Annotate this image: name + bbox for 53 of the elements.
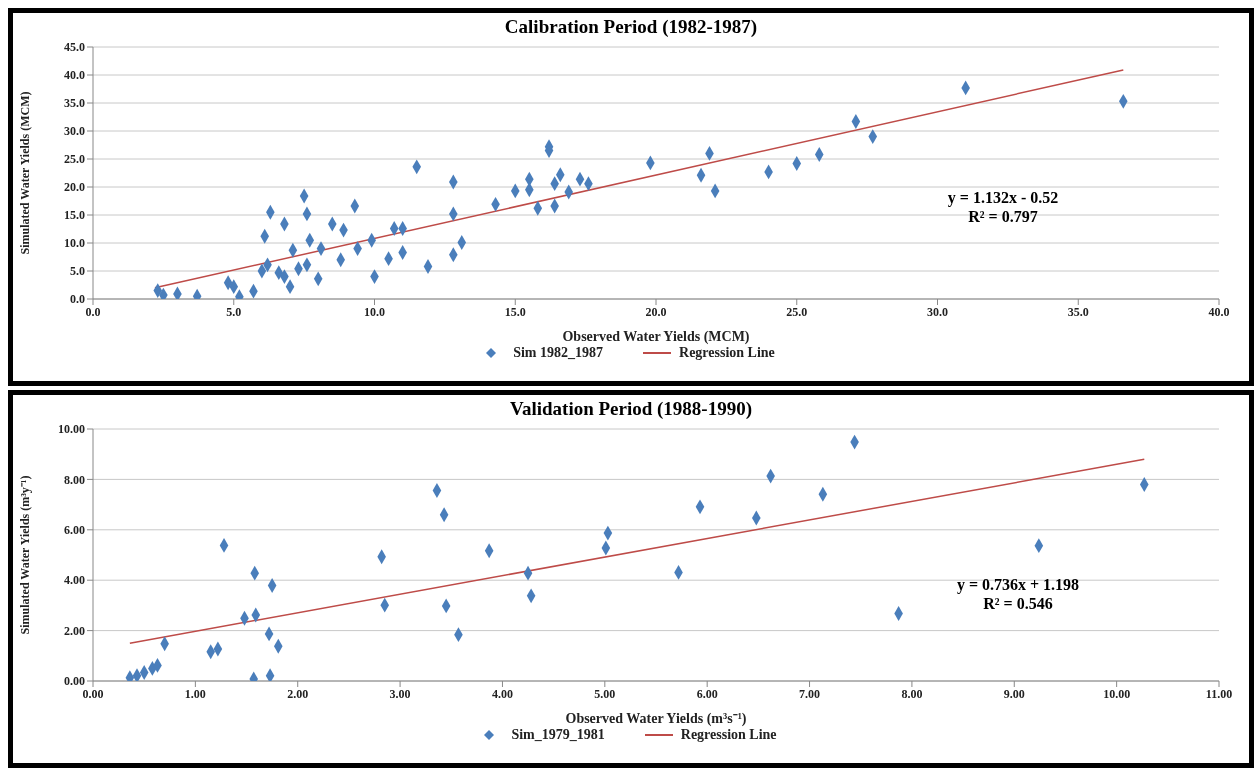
- x-tick-label: 10.00: [1103, 686, 1131, 701]
- x-tick-label: 9.00: [1003, 686, 1025, 701]
- x-axis-title: Observed Water Yields (m³s⁻¹): [565, 711, 747, 727]
- x-tick-label: 5.00: [594, 686, 616, 701]
- x-tick-label: 6.00: [696, 686, 718, 701]
- x-tick-label: 0.0: [85, 304, 101, 319]
- y-tick-label: 35.0: [64, 96, 85, 111]
- y-tick-label: 0.0: [70, 292, 85, 307]
- x-axis-title: Observed Water Yields (MCM): [562, 329, 750, 345]
- y-tick-label: 2.00: [64, 623, 85, 638]
- y-axis-title: Simulated Water Yields (MCM): [18, 91, 33, 255]
- y-tick-label: 5.0: [70, 264, 85, 279]
- y-tick-label: 40.0: [64, 68, 85, 83]
- y-tick-label: 45.0: [64, 40, 85, 55]
- legend-label: Sim 1982_1987: [512, 345, 604, 361]
- annotation: R² = 0.546: [982, 594, 1054, 613]
- x-tick-label: 11.00: [1205, 686, 1233, 701]
- x-tick-label: 0.00: [82, 686, 104, 701]
- y-tick-label: 30.0: [64, 124, 85, 139]
- annotation: y = 1.132x - 0.52: [946, 188, 1060, 207]
- x-tick-label: 2.00: [287, 686, 309, 701]
- legend-label: Regression Line: [678, 345, 775, 361]
- x-tick-label: 1.00: [184, 686, 206, 701]
- x-tick-label: 20.0: [645, 304, 667, 319]
- y-tick-label: 10.0: [64, 236, 85, 251]
- y-tick-label: 4.00: [64, 573, 85, 588]
- y-tick-label: 0.00: [64, 674, 85, 689]
- x-tick-label: 3.00: [389, 686, 411, 701]
- x-tick-label: 30.0: [927, 304, 948, 319]
- chart-title: Validation Period (1988-1990): [508, 397, 754, 421]
- y-tick-label: 20.0: [64, 180, 85, 195]
- x-tick-label: 10.0: [364, 304, 385, 319]
- legend-label: Regression Line: [679, 727, 777, 743]
- x-tick-label: 25.0: [786, 304, 808, 319]
- y-tick-label: 6.00: [64, 523, 85, 538]
- x-tick-label: 5.0: [226, 304, 242, 319]
- point: [132, 668, 142, 681]
- y-tick-label: 8.00: [64, 472, 85, 487]
- x-tick-label: 4.00: [491, 686, 513, 701]
- x-tick-label: 15.0: [504, 304, 526, 319]
- y-tick-label: 10.00: [58, 422, 85, 437]
- chart-title: Calibration Period (1982-1987): [503, 15, 759, 39]
- point: [265, 668, 275, 681]
- y-axis-title: Simulated Water Yields (m³y⁻¹): [18, 475, 33, 635]
- annotation: R² = 0.797: [967, 207, 1039, 226]
- y-tick-label: 15.0: [64, 208, 85, 223]
- annotation: y = 0.736x + 1.198: [955, 575, 1081, 594]
- y-tick-label: 25.0: [64, 152, 85, 167]
- legend-label: Sim_1979_1981: [510, 727, 605, 743]
- x-tick-label: 8.00: [901, 686, 923, 701]
- x-tick-label: 40.0: [1208, 304, 1230, 319]
- x-tick-label: 35.0: [1067, 304, 1089, 319]
- x-tick-label: 7.00: [799, 686, 821, 701]
